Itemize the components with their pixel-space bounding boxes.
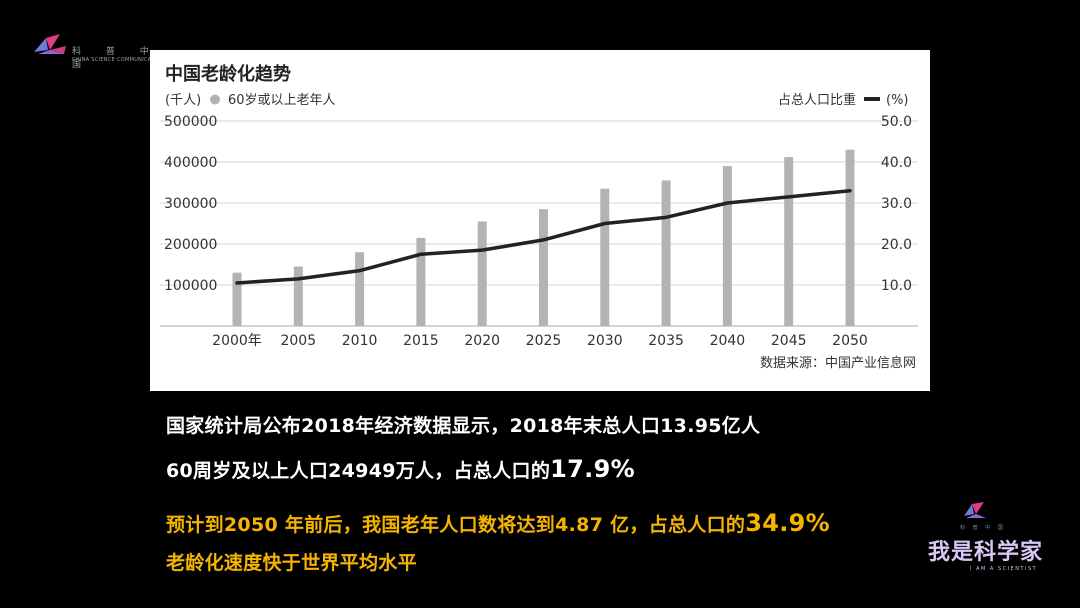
bar-legend-swatch xyxy=(210,94,220,105)
caption-line-2-text: 60周岁及以上人口24949万人，占总人口的 xyxy=(166,460,551,482)
caption-line-4: 老龄化速度快于世界平均水平 xyxy=(166,552,417,574)
bar-2015 xyxy=(416,237,426,326)
caption-line-1: 国家统计局公布2018年经济数据显示，2018年末总人口13.95亿人 xyxy=(166,415,761,437)
bird-logo-small-icon xyxy=(964,502,986,518)
y2-tick-label-4: 10.0 xyxy=(881,278,912,294)
caption-line-2: 60周岁及以上人口24949万人，占总人口的17.9% xyxy=(166,455,635,483)
x-tick-label-1: 2005 xyxy=(280,333,316,349)
bar-2010 xyxy=(355,252,365,326)
bar-2030 xyxy=(600,188,610,326)
y-axis-left: 500000 400000 300000 200000 100000 xyxy=(164,114,217,294)
top-left-logo-en: CHINA SCIENCE COMMUNICATION xyxy=(72,57,165,63)
bar-legend-label: 60岁或以上老年人 xyxy=(228,93,336,108)
bar-2000年 xyxy=(232,272,242,326)
y-tick-label-0: 500000 xyxy=(164,114,217,130)
x-tick-label-2: 2010 xyxy=(342,333,378,349)
x-axis: 2000年 2005 2010 2015 2020 2025 2030 2035 2040 204… xyxy=(212,333,868,349)
line-legend-label: 占总人口比重 xyxy=(778,92,856,108)
bar-2045 xyxy=(784,157,794,326)
chart-panel: 中国老龄化趋势 (千人) 60岁或以上老年人 占总人口比重 (%) 500000… xyxy=(150,50,930,391)
bottom-right-logo-small: 科 普 中 国 xyxy=(960,525,1006,531)
bar-2035 xyxy=(661,180,671,326)
bar-2020 xyxy=(477,221,487,326)
x-tick-label-9: 2045 xyxy=(771,333,807,349)
bottom-right-logo-title: 我是科学家 xyxy=(928,540,1044,565)
y2-tick-label-1: 40.0 xyxy=(881,155,912,171)
caption-line-2-value: 17.9% xyxy=(550,455,635,483)
caption-line-3: 预计到2050 年前后，我国老年人口数将达到4.87 亿，占总人口的34.9% xyxy=(166,509,830,537)
right-axis-unit: (%) xyxy=(886,93,909,108)
x-tick-label-0: 2000年 xyxy=(212,333,262,349)
x-tick-label-5: 2025 xyxy=(526,333,562,349)
top-left-logo: 科 普 中 国 CHINA SCIENCE COMMUNICATION xyxy=(30,30,190,70)
bird-logo-icon xyxy=(34,34,66,54)
y-tick-label-2: 300000 xyxy=(164,196,217,212)
share-line-series xyxy=(235,188,852,285)
caption-line-3-value: 34.9% xyxy=(745,509,830,537)
chart-source: 数据来源：中国产业信息网 xyxy=(760,355,916,371)
x-tick-label-4: 2020 xyxy=(464,333,500,349)
caption-line-3-text: 预计到2050 年前后，我国老年人口数将达到4.87 亿，占总人口的 xyxy=(166,514,746,536)
y-axis-right: 50.0 40.0 30.0 20.0 10.0 xyxy=(881,114,912,294)
bar-2025 xyxy=(539,209,548,326)
top-left-logo-cn: 科 普 中 国 xyxy=(72,47,160,70)
x-tick-label-8: 2040 xyxy=(710,333,746,349)
y-tick-label-3: 200000 xyxy=(164,237,217,253)
x-tick-label-6: 2030 xyxy=(587,333,623,349)
x-tick-label-10: 2050 xyxy=(832,333,868,349)
x-tick-label-7: 2035 xyxy=(648,333,684,349)
bottom-right-logo-sub: I AM A SCIENTIST xyxy=(970,566,1038,572)
y2-tick-label-2: 30.0 xyxy=(881,196,912,212)
bottom-right-logo: 科 普 中 国 我是科学家 I AM A SCIENTIST xyxy=(918,500,1048,580)
left-axis-unit: (千人) xyxy=(165,93,201,108)
x-tick-label-3: 2015 xyxy=(403,333,439,349)
bar-2005 xyxy=(293,266,303,326)
chart-title: 中国老龄化趋势 xyxy=(165,63,291,85)
bar-2040 xyxy=(722,166,732,326)
y2-tick-label-0: 50.0 xyxy=(881,114,912,130)
y-tick-label-1: 400000 xyxy=(164,155,217,171)
y-tick-label-4: 100000 xyxy=(164,278,217,294)
bar-2050 xyxy=(845,149,855,326)
bars xyxy=(232,149,855,326)
aging-trend-chart: 中国老龄化趋势 (千人) 60岁或以上老年人 占总人口比重 (%) 500000… xyxy=(160,63,918,371)
y2-tick-label-3: 20.0 xyxy=(881,237,912,253)
share-line xyxy=(235,188,852,285)
